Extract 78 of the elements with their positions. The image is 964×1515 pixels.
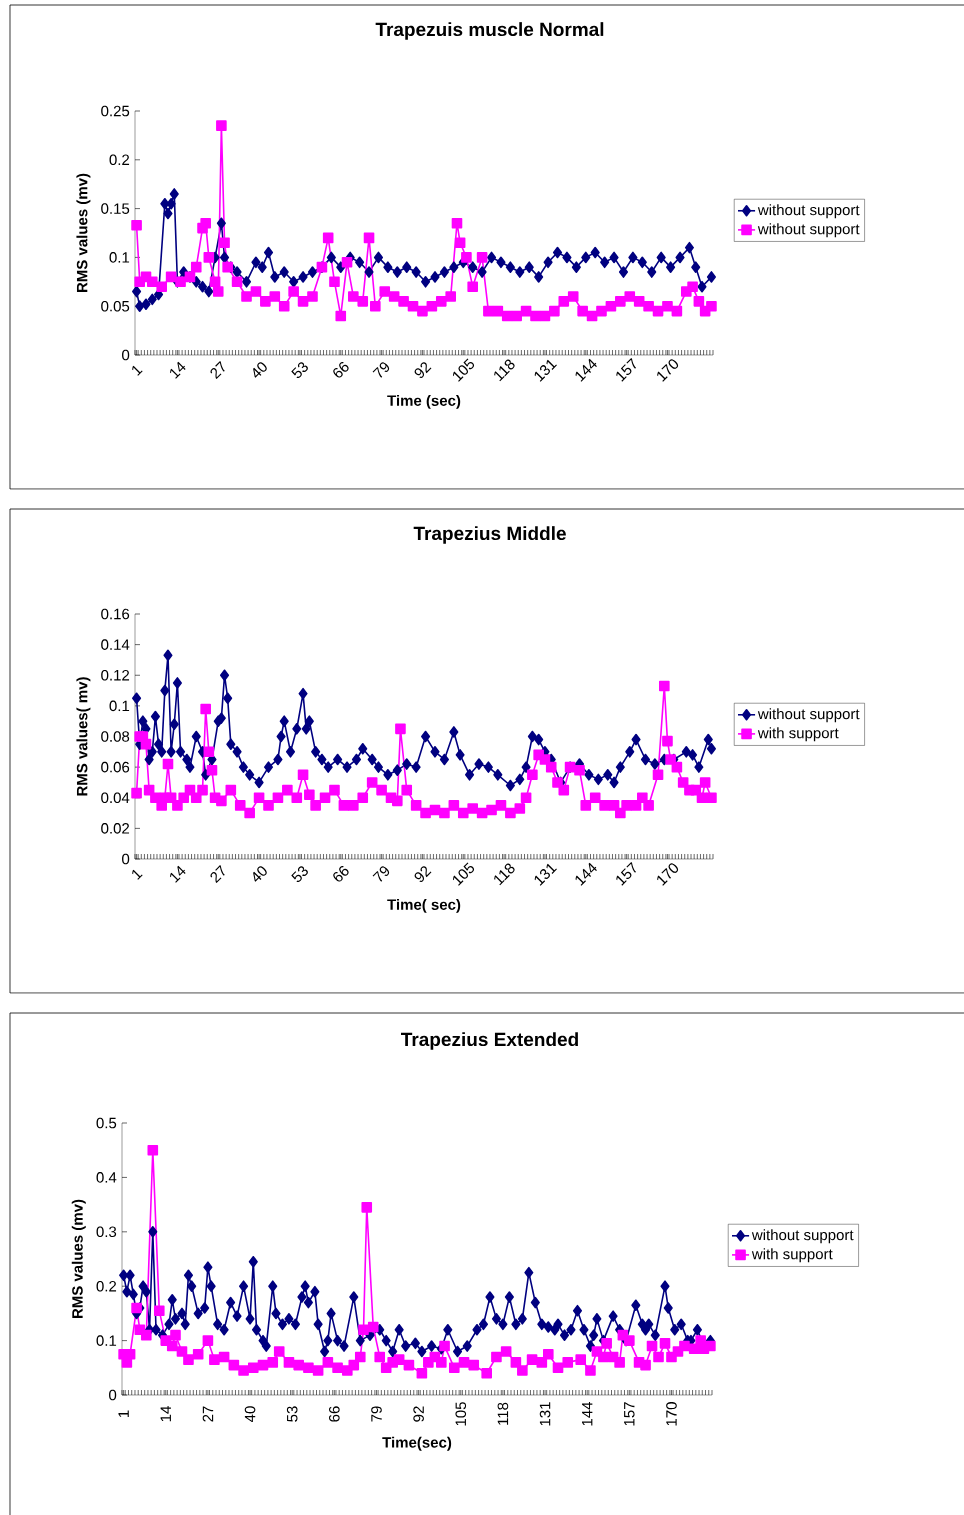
x-tick-label: 40	[244, 1406, 256, 1423]
x-axis-title: Time (sec)	[387, 394, 461, 409]
x-tick-label: 53	[291, 866, 308, 883]
y-axis-title: RMS values( mv)	[76, 677, 91, 796]
x-tick-label: 1	[132, 869, 143, 880]
x-tick-label: 66	[333, 362, 349, 378]
x-tick-label: 14	[160, 1406, 171, 1422]
y-axis-title: RMS values (mv)	[71, 1199, 86, 1319]
x-tick-label: 92	[414, 362, 432, 378]
legend-label: without support	[757, 204, 860, 219]
y-tick-label: 0.15	[101, 203, 130, 214]
legend-label: without support	[757, 223, 860, 238]
x-tick-label: 1	[132, 365, 143, 376]
x-tick-label: 105	[452, 358, 475, 382]
x-tick-label: 144	[575, 358, 597, 382]
x-axis-title: Time( sec)	[387, 898, 461, 913]
y-tick-label: 0.04	[101, 792, 130, 804]
y-tick-label: 0.14	[101, 639, 130, 650]
x-tick-label: 131	[534, 863, 557, 886]
x-tick-label: 157	[624, 1402, 635, 1426]
y-tick-label: 0.12	[101, 669, 130, 681]
x-tick-label: 105	[455, 1402, 467, 1426]
legend-label: without support	[757, 708, 860, 723]
chart-title: Trapezuis muscle Normal	[375, 22, 604, 40]
x-tick-label: 144	[575, 862, 597, 886]
y-tick-label: 0.3	[96, 1226, 117, 1238]
y-tick-label: 0	[122, 349, 130, 361]
x-tick-label: 131	[534, 359, 557, 382]
y-tick-label: 0.4	[96, 1172, 117, 1183]
y-tick-label: 0.16	[101, 608, 130, 620]
y-tick-label: 0.06	[101, 761, 130, 773]
x-tick-label: 14	[170, 361, 186, 379]
x-axis-title: Time(sec)	[382, 1436, 452, 1451]
x-tick-label: 157	[616, 358, 637, 382]
y-tick-label: 0	[109, 1389, 117, 1401]
x-tick-label: 105	[452, 862, 475, 886]
x-tick-label: 53	[286, 1406, 298, 1422]
legend-label: without support	[751, 1229, 854, 1244]
y-axis-title: RMS values (mv)	[76, 173, 91, 293]
y-tick-label: 0.5	[96, 1117, 117, 1129]
x-tick-label: 14	[170, 865, 186, 883]
x-tick-label: 131	[539, 1402, 551, 1426]
x-tick-label: 40	[253, 362, 267, 378]
x-tick-label: 118	[494, 359, 515, 382]
y-tick-label: 0.05	[101, 300, 130, 312]
y-tick-label: 0.25	[101, 105, 130, 117]
x-tick-label: 53	[291, 362, 308, 379]
legend-label: with support	[757, 727, 839, 742]
x-tick-label: 27	[210, 865, 225, 884]
x-tick-label: 79	[371, 1406, 382, 1422]
chart-title: Trapezius Extended	[401, 1032, 578, 1050]
y-tick-label: 0.08	[101, 731, 130, 742]
chart-title: Trapezius Middle	[413, 526, 566, 544]
y-tick-label: 0.2	[109, 154, 130, 166]
y-tick-label: 0	[122, 853, 130, 865]
x-tick-label: 170	[657, 863, 679, 886]
x-tick-label: 118	[497, 1402, 509, 1425]
legend-label: with support	[751, 1248, 833, 1263]
x-tick-label: 79	[372, 866, 390, 882]
x-tick-label: 1	[118, 1410, 129, 1418]
x-tick-label: 144	[582, 1401, 593, 1426]
x-tick-label: 40	[253, 866, 267, 882]
x-tick-label: 118	[494, 863, 515, 886]
x-tick-label: 170	[666, 1402, 677, 1426]
x-tick-label: 170	[657, 359, 679, 382]
x-tick-label: 27	[210, 361, 225, 380]
x-tick-label: 66	[333, 866, 349, 882]
x-tick-label: 79	[372, 362, 390, 378]
x-tick-label: 157	[616, 862, 637, 886]
y-tick-label: 0.1	[109, 252, 130, 263]
y-tick-label: 0.02	[101, 823, 130, 834]
y-tick-label: 0.2	[96, 1280, 117, 1292]
x-tick-label: 27	[202, 1406, 214, 1422]
y-tick-label: 0.1	[96, 1335, 117, 1346]
x-tick-label: 66	[329, 1406, 340, 1422]
y-tick-label: 0.1	[109, 700, 130, 712]
x-tick-label: 92	[413, 1406, 424, 1422]
x-tick-label: 92	[414, 866, 432, 882]
